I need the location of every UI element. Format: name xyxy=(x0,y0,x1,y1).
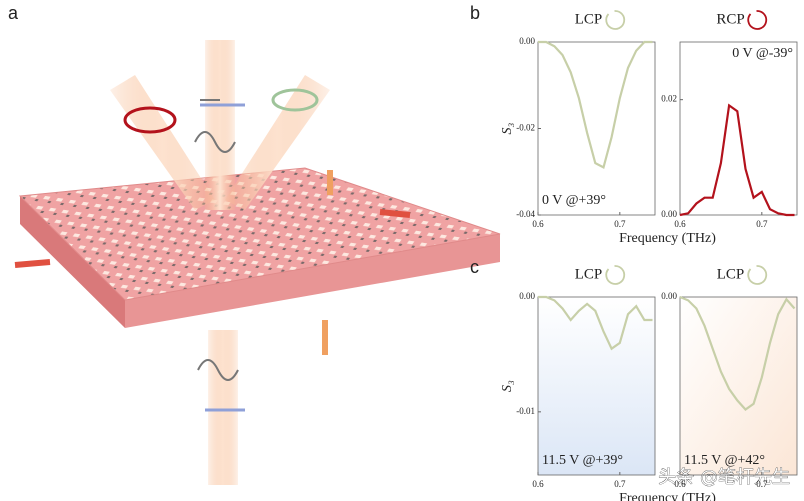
slab-left xyxy=(20,196,125,328)
chart-title: LCP xyxy=(717,266,745,282)
x-tick-label: 0.6 xyxy=(674,479,686,489)
y-tick-label: 0.02 xyxy=(661,94,677,104)
y-tick-label: 0.00 xyxy=(661,209,677,219)
panel-label: b xyxy=(470,3,480,23)
x-tick-label: 0.7 xyxy=(614,479,626,489)
wave xyxy=(197,359,239,381)
y-tick-label: 0.00 xyxy=(519,36,535,46)
arrow xyxy=(379,209,411,218)
y-tick-label: 0.00 xyxy=(661,291,677,301)
data-line xyxy=(538,295,653,351)
rotation-arrow xyxy=(123,106,177,134)
y-tick-label: -0.04 xyxy=(516,209,535,219)
x-axis-label: Frequency (THz) xyxy=(619,491,716,501)
y-axis-label: S₃ xyxy=(500,380,515,392)
polarization-icon xyxy=(747,10,768,30)
chart-title: LCP xyxy=(575,11,603,27)
annotation: 11.5 V @+39° xyxy=(542,453,623,468)
data-line xyxy=(679,295,796,411)
x-tick-label: 0.6 xyxy=(674,219,686,229)
y-tick-label: -0.02 xyxy=(516,123,535,133)
arrow xyxy=(14,259,51,268)
illustration xyxy=(14,40,501,485)
x-tick-label: 0.7 xyxy=(614,219,626,229)
plot-frame xyxy=(537,41,656,216)
x-tick-label: 0.7 xyxy=(756,479,768,489)
plot-frame xyxy=(679,41,798,216)
slab-front xyxy=(125,234,500,328)
annotation: 11.5 V @+42° xyxy=(684,453,765,468)
polarization-icon xyxy=(605,10,626,30)
plot-frame xyxy=(537,296,656,476)
plot-background xyxy=(680,297,797,475)
chart-title: LCP xyxy=(575,266,603,282)
polarization-icon xyxy=(747,265,768,285)
beam xyxy=(205,40,235,210)
x-tick-label: 0.6 xyxy=(532,479,544,489)
data-line xyxy=(679,103,795,217)
rotation-arrow xyxy=(271,88,319,112)
polarization-icon xyxy=(605,265,626,285)
data-line xyxy=(538,40,653,170)
beam xyxy=(208,330,238,485)
x-axis-label: Frequency (THz) xyxy=(619,231,716,246)
plot-frame xyxy=(679,296,798,476)
y-tick-label: 0.00 xyxy=(519,291,535,301)
wave xyxy=(194,99,236,153)
plot-background xyxy=(538,297,655,475)
y-axis-label: S₃ xyxy=(500,122,515,134)
annotation: 0 V @-39° xyxy=(732,46,793,61)
chart-title: RCP xyxy=(716,11,744,27)
watermark: 头条 @笔杆先生 xyxy=(658,467,790,488)
x-tick-label: 0.6 xyxy=(532,219,544,229)
x-tick-label: 0.7 xyxy=(756,219,768,229)
y-tick-label: -0.01 xyxy=(516,406,535,416)
panel-label: a xyxy=(8,3,19,23)
panel-label: c xyxy=(470,257,479,277)
annotation: 0 V @+39° xyxy=(542,193,606,208)
